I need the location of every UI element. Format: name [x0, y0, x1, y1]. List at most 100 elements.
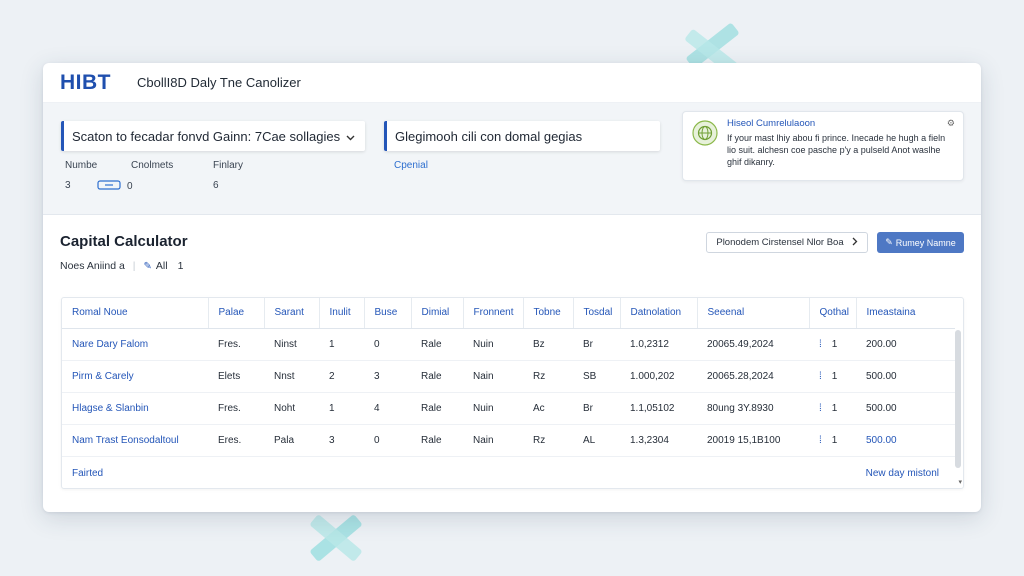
column-header[interactable]: Sarant: [264, 298, 320, 329]
scroll-down-icon[interactable]: ▾: [958, 479, 962, 486]
column-header[interactable]: Tosdal: [573, 298, 621, 329]
table-cell: 4: [364, 392, 411, 425]
app-title: CbollI8D Daly Tne Canolizer: [137, 75, 301, 90]
scenario-select[interactable]: Scaton to fecadar fonvd Gainn: 7Cae soll…: [61, 121, 365, 151]
column-header[interactable]: Tobne: [523, 298, 574, 329]
primary-button[interactable]: ✎ Rumey Namne: [877, 232, 964, 253]
filter-value[interactable]: All: [155, 260, 168, 272]
goal-field-label: Glegimooh cili con domal gegias: [395, 128, 583, 144]
cell-value: 1: [831, 434, 838, 446]
table-cell: Ninst: [264, 328, 319, 361]
table-cell: Rale: [411, 360, 463, 393]
table-cell: 1.1,05102: [620, 392, 697, 425]
vertical-scrollbar[interactable]: [955, 330, 961, 468]
selector-card: Scaton to fecadar fonvd Gainn: 7Cae soll…: [61, 121, 365, 203]
cell-value: 1: [831, 402, 838, 414]
table-cell: 3: [364, 360, 411, 393]
footer-link-left[interactable]: Fairted: [72, 467, 104, 479]
meta-value: 0: [127, 181, 133, 192]
table-cell: 2: [319, 360, 364, 393]
table-cell: 0: [364, 424, 411, 457]
table-cell: Bz: [523, 328, 573, 361]
table-cell[interactable]: Pirm & Carely: [62, 360, 208, 393]
data-table: Romal Noue Palae Sarant Inulit Buse Dimi…: [61, 297, 964, 489]
table-cell: 20019 15,1B100: [697, 424, 809, 457]
table-cell: Fres.: [208, 328, 264, 361]
table-cell: ⁞ 1: [809, 424, 856, 457]
meta-label: Cnolmets: [131, 160, 174, 171]
table-cell: Rz: [523, 424, 573, 457]
meta-value: 6: [213, 180, 219, 191]
table-cell: Rale: [411, 392, 463, 425]
table-cell[interactable]: Nam Trast Eonsodaltoul: [62, 424, 208, 457]
notice-title: Hiseol Cumrelulaoon: [727, 118, 816, 129]
notice-body: If your mast lhiy abou fi prince. Inecad…: [727, 133, 946, 167]
table-cell: Rale: [411, 424, 463, 457]
table-cell: 200.00: [856, 328, 955, 361]
table-cell[interactable]: Hlagse & Slanbin: [62, 392, 208, 425]
table-cell: Eres.: [208, 424, 264, 457]
primary-button-label: Rumey Namne: [895, 237, 956, 248]
column-header[interactable]: Inulit: [319, 298, 365, 329]
table-cell: 1: [319, 392, 364, 425]
row-marker-icon[interactable]: ⁞: [819, 370, 822, 382]
goal-link[interactable]: Cpenial: [394, 160, 428, 171]
table-cell: ⁞ 1: [809, 360, 856, 393]
table-cell: Pala: [264, 424, 319, 457]
footer-link-right[interactable]: New day mistonl: [865, 467, 939, 479]
row-marker-icon[interactable]: ⁞: [819, 338, 822, 350]
cell-value: 1: [831, 370, 838, 382]
column-header[interactable]: Fronnent: [463, 298, 524, 329]
table-cell: Rale: [411, 328, 463, 361]
table-cell: 1: [319, 328, 364, 361]
table-cell: ⁞ 1: [809, 328, 856, 361]
row-marker-icon[interactable]: ⁞: [819, 434, 822, 446]
table-row[interactable]: Nam Trast Eonsodaltoul Eres. Pala 3 0 Ra…: [62, 424, 955, 457]
page-title: Capital Calculator: [60, 233, 188, 250]
column-header[interactable]: Palae: [208, 298, 265, 329]
column-header[interactable]: Romal Noue: [62, 298, 209, 329]
table-cell: 20065.28,2024: [697, 360, 809, 393]
goal-field[interactable]: Glegimooh cili con domal gegias: [384, 121, 660, 151]
decorative-cross-bottom: [304, 506, 368, 570]
table-cell: Br: [573, 392, 620, 425]
row-marker-icon[interactable]: ⁞: [819, 402, 822, 414]
open-button[interactable]: Plonodem Cirstensel Nlor Boa: [706, 232, 868, 253]
table-cell: 80ung 3Y.8930: [697, 392, 809, 425]
table-cell: Noht: [264, 392, 319, 425]
notice-card: Hiseol Cumrelulaoon If your mast lhiy ab…: [682, 111, 964, 181]
table-cell: 0: [364, 328, 411, 361]
table-cell: Nnst: [264, 360, 319, 393]
title-bar: HIBT CbollI8D Daly Tne Canolizer: [43, 63, 981, 103]
pencil-icon[interactable]: ✎: [143, 260, 152, 272]
link-icon[interactable]: [97, 180, 121, 193]
table-cell: ⁞ 1: [809, 392, 856, 425]
table-cell: 1.000,202: [620, 360, 697, 393]
table-cell: SB: [573, 360, 620, 393]
table-cell: Nain: [463, 424, 523, 457]
column-header[interactable]: Dimial: [411, 298, 464, 329]
table-cell: Rz: [523, 360, 573, 393]
scenario-select-label: Scaton to fecadar fonvd Gainn: 7Cae soll…: [72, 128, 341, 144]
table-row[interactable]: Pirm & Carely Elets Nnst 2 3 Rale Nain R…: [62, 360, 955, 393]
table-cell: Br: [573, 328, 620, 361]
table-row[interactable]: Hlagse & Slanbin Fres. Noht 1 4 Rale Nui…: [62, 392, 955, 425]
column-header[interactable]: Imeastaina: [856, 298, 955, 329]
table-cell: Elets: [208, 360, 264, 393]
column-header[interactable]: Seeenal: [697, 298, 810, 329]
filter-count: 1: [177, 260, 184, 272]
app-window: HIBT CbollI8D Daly Tne Canolizer Scaton …: [43, 63, 981, 512]
column-header[interactable]: Buse: [364, 298, 412, 329]
table-cell[interactable]: Nare Dary Falom: [62, 328, 208, 361]
settings-icon[interactable]: ⚙: [946, 118, 955, 128]
cell-value: 1: [831, 338, 838, 350]
table-cell: 1.3,2304: [620, 424, 697, 457]
divider: |: [132, 260, 136, 272]
pencil-icon: ✎: [885, 237, 893, 247]
table-cell: 1.0,2312: [620, 328, 697, 361]
open-button-label: Plonodem Cirstensel Nlor Boa: [716, 237, 844, 248]
column-header[interactable]: Datnolation: [620, 298, 698, 329]
table-row[interactable]: Nare Dary Falom Fres. Ninst 1 0 Rale Nui…: [62, 328, 955, 361]
goal-card: Glegimooh cili con domal gegias Cpenial: [384, 121, 660, 185]
column-header[interactable]: Qothal: [809, 298, 857, 329]
